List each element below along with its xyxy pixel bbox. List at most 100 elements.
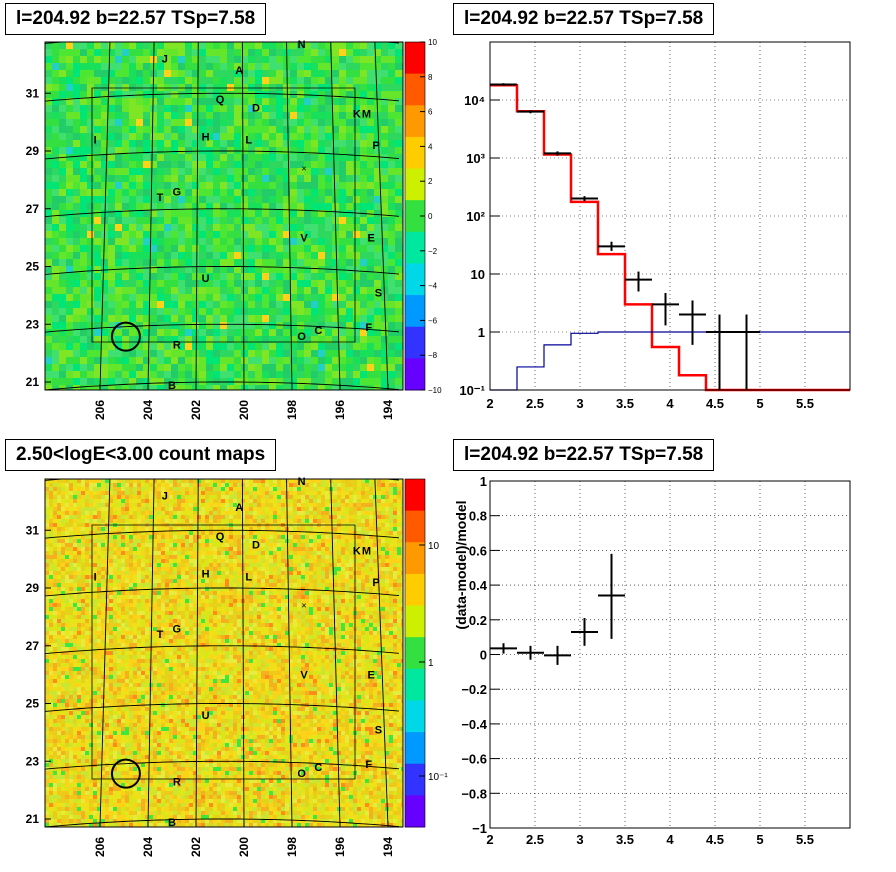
counts-map-pixel xyxy=(257,567,261,571)
counts-map-pixel xyxy=(165,515,169,519)
residual-map-pixel xyxy=(255,210,262,217)
residual-map-pixel xyxy=(360,238,367,245)
residual-map-pixel xyxy=(297,126,304,133)
residual-map-pixel xyxy=(339,77,346,84)
residual-colorbar-tick-label: −6 xyxy=(428,316,438,325)
counts-map-pixel xyxy=(265,543,269,547)
residual-map-pixel xyxy=(164,203,171,210)
counts-map-pixel xyxy=(145,527,149,531)
counts-map-pixel xyxy=(201,503,205,507)
counts-map-pixel xyxy=(333,563,337,567)
counts-map-pixel xyxy=(381,539,385,543)
residual-map-pixel xyxy=(262,231,269,238)
residual-map-pixel xyxy=(346,273,353,280)
counts-map-pixel xyxy=(73,523,77,527)
residual-map-pixel xyxy=(164,133,171,140)
residual-map-pixel xyxy=(143,259,150,266)
residual-map-pixel xyxy=(115,42,122,49)
counts-map-pixel xyxy=(121,483,125,487)
residual-map-pixel xyxy=(227,112,234,119)
residual-map-pixel xyxy=(283,301,290,308)
residual-map-pixel xyxy=(311,168,318,175)
counts-map-pixel xyxy=(125,491,129,495)
counts-map-pixel xyxy=(253,487,257,491)
counts-map-pixel xyxy=(229,567,233,571)
residual-map-pixel xyxy=(87,217,94,224)
counts-map-pixel xyxy=(77,539,81,543)
residual-map-pixel xyxy=(367,49,374,56)
counts-map-pixel xyxy=(385,531,389,535)
residual-map-pixel xyxy=(66,343,73,350)
counts-map-pixel xyxy=(165,479,169,483)
residual-map-pixel xyxy=(115,91,122,98)
counts-map-pixel xyxy=(201,515,205,519)
counts-map-pixel xyxy=(185,495,189,499)
residual-map-pixel xyxy=(220,196,227,203)
counts-map-pixel xyxy=(249,531,253,535)
residual-map-pixel xyxy=(220,175,227,182)
counts-map-pixel xyxy=(261,491,265,495)
counts-map-pixel xyxy=(245,571,249,575)
residual-map-pixel xyxy=(290,182,297,189)
counts-map-pixel xyxy=(325,567,329,571)
counts-map-pixel xyxy=(149,579,153,583)
residual-map-pixel xyxy=(143,336,150,343)
residual-map-pixel xyxy=(171,301,178,308)
residual-map-pixel xyxy=(199,385,206,390)
counts-map-pixel xyxy=(253,507,257,511)
residual-map-pixel xyxy=(185,42,192,49)
residual-map-pixel xyxy=(234,245,241,252)
residual-map-pixel xyxy=(234,217,241,224)
residual-map-pixel xyxy=(143,168,150,175)
residual-map-pixel xyxy=(388,49,395,56)
residual-map-pixel xyxy=(276,301,283,308)
counts-map-pixel xyxy=(157,579,161,583)
residual-map-pixel xyxy=(360,273,367,280)
counts-map-pixel xyxy=(69,487,73,491)
counts-map-pixel xyxy=(273,563,277,567)
counts-map-pixel xyxy=(297,479,301,483)
counts-map-pixel xyxy=(57,579,61,583)
residual-map-pixel xyxy=(52,357,59,364)
residual-map-pixel xyxy=(332,105,339,112)
counts-map-pixel xyxy=(89,515,93,519)
counts-map-pixel xyxy=(73,555,77,559)
counts-map-pixel xyxy=(209,551,213,555)
residual-map-pixel xyxy=(94,336,101,343)
residual-map-pixel xyxy=(318,168,325,175)
counts-map-pixel xyxy=(389,547,393,551)
counts-map-pixel xyxy=(61,563,65,567)
counts-map-pixel xyxy=(169,503,173,507)
counts-map-pixel xyxy=(193,487,197,491)
residual-map-pixel xyxy=(241,336,248,343)
residual-map-pixel xyxy=(234,231,241,238)
residual-map-pixel xyxy=(269,175,276,182)
counts-map-pixel xyxy=(361,559,365,563)
counts-map-pixel xyxy=(65,499,69,503)
counts-map-pixel xyxy=(141,491,145,495)
residual-map-pixel xyxy=(255,98,262,105)
residual-map-pixel xyxy=(269,84,276,91)
counts-map-pixel xyxy=(309,563,313,567)
residual-map-pixel xyxy=(150,245,157,252)
residual-map-pixel xyxy=(52,154,59,161)
residual-map-pixel xyxy=(234,301,241,308)
counts-map-pixel xyxy=(205,547,209,551)
counts-map-pixel xyxy=(305,571,309,575)
counts-map-pixel xyxy=(385,543,389,547)
counts-map-pixel xyxy=(361,567,365,571)
residual-map-pixel xyxy=(381,350,388,357)
counts-map-pixel xyxy=(141,479,145,483)
residual-map-pixel xyxy=(101,49,108,56)
residual-map-pixel xyxy=(171,112,178,119)
counts-map-pixel xyxy=(333,567,337,571)
residual-map-pixel xyxy=(220,147,227,154)
residual-map-pixel xyxy=(318,217,325,224)
residual-map-pixel xyxy=(367,343,374,350)
counts-map-pixel xyxy=(49,555,53,559)
counts-map-pixel xyxy=(229,547,233,551)
counts-map-pixel xyxy=(253,531,257,535)
residual-map-pixel xyxy=(283,231,290,238)
residual-map-pixel xyxy=(122,357,129,364)
counts-map-pixel xyxy=(333,487,337,491)
